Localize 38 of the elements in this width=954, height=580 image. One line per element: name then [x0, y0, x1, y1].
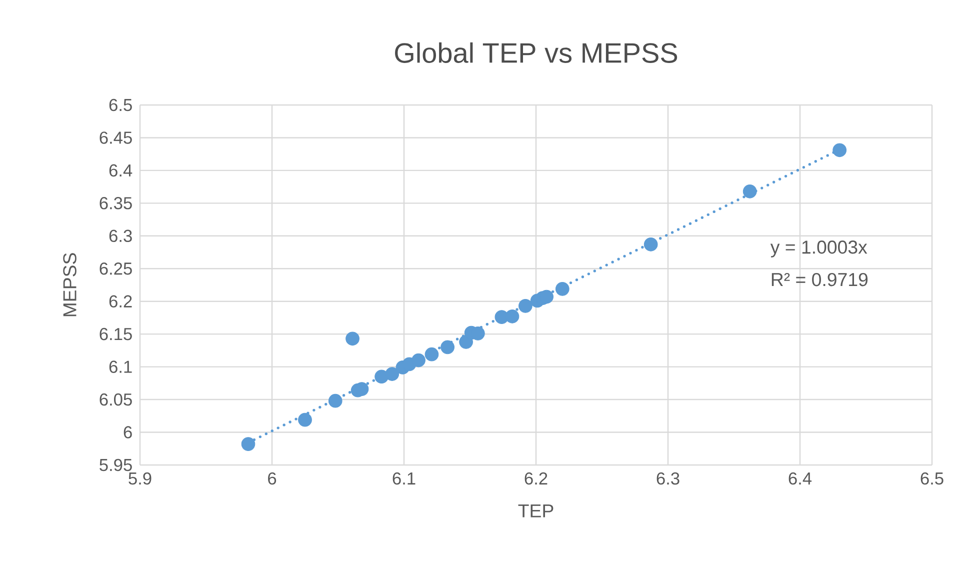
- y-tick-label: 6.05: [100, 393, 132, 406]
- point: [412, 353, 426, 368]
- x-tick-label: 6.5: [920, 472, 944, 485]
- y-tick-label: 6.25: [100, 262, 132, 275]
- chart-title: Global TEP vs MEPSS: [395, 42, 678, 63]
- y-tick-label: 5.95: [100, 458, 132, 472]
- y-tick-label: 6.3: [109, 230, 132, 242]
- point: [742, 184, 757, 198]
- y-tick-label: 6.2: [109, 295, 132, 308]
- x-tick-label: 6.1: [392, 472, 416, 485]
- x-tick-label: 6.2: [524, 472, 548, 485]
- y-tick-label: 6.5: [109, 98, 132, 112]
- point: [505, 309, 520, 324]
- point: [644, 237, 658, 252]
- y-axis-title: MEPSS: [63, 253, 76, 316]
- x-tick-label: 6: [268, 472, 276, 485]
- y-tick-label: 6.35: [100, 197, 132, 210]
- point: [346, 332, 360, 346]
- x-tick-label: 5.9: [128, 472, 152, 485]
- point: [241, 437, 256, 451]
- y-tick-label: 6.15: [100, 328, 132, 340]
- annotation: y = 1.0003x: [770, 240, 868, 258]
- y-tick-label: 6.4: [109, 164, 132, 177]
- point: [298, 412, 312, 427]
- y-tick-label: 6.1: [109, 360, 132, 373]
- point: [555, 282, 570, 296]
- point: [328, 394, 342, 408]
- point: [424, 347, 439, 362]
- point: [832, 143, 847, 158]
- y-tick-label: 6.45: [100, 132, 132, 144]
- point: [385, 367, 400, 381]
- x-axis-title: TEP: [518, 504, 554, 518]
- point: [518, 298, 532, 313]
- point: [440, 340, 454, 354]
- y-tick-label: 6: [124, 426, 132, 438]
- x-tick-label: 6.3: [656, 472, 680, 485]
- x-tick-label: 6.4: [788, 472, 812, 485]
- annotation: R² = 0.9719: [772, 272, 868, 286]
